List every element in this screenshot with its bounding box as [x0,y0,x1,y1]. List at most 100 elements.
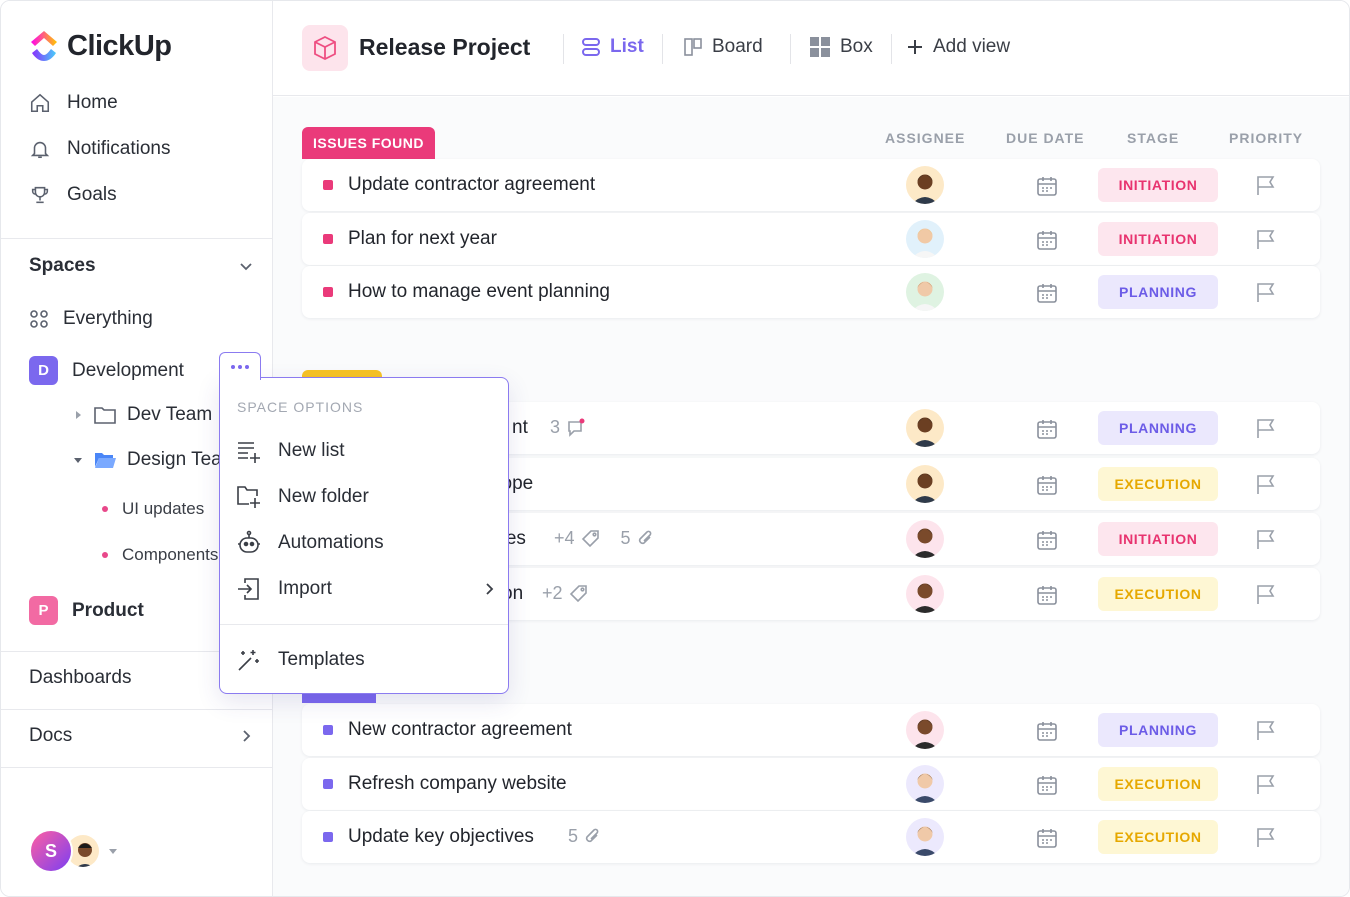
priority-flag-icon[interactable] [1255,228,1277,255]
calendar-icon[interactable] [1036,529,1058,556]
sidebar-divider [1,651,272,652]
sidebar-item-dashboards[interactable]: Dashboards [29,667,255,689]
assignee-avatar[interactable] [906,818,944,856]
stage-badge[interactable]: PLANNING [1098,275,1218,309]
stage-badge[interactable]: INITIATION [1098,522,1218,556]
stage-badge[interactable]: PLANNING [1098,411,1218,445]
development-badge: D [29,356,58,385]
folder-dev-team[interactable]: Dev Team [73,404,212,426]
tab-box[interactable]: Box [809,36,873,58]
menu-title: SPACE OPTIONS [237,399,364,415]
status-square[interactable] [323,725,333,735]
menu-item-automations[interactable]: Automations [236,530,496,556]
sidebar-item-docs[interactable]: Docs [29,725,255,747]
folder-icon [94,407,116,424]
caret-down-icon[interactable] [73,455,83,465]
priority-flag-icon[interactable] [1255,528,1277,555]
stage-badge[interactable]: INITIATION [1098,222,1218,256]
task-row[interactable]: New contractor agreement PLANNING [302,704,1320,756]
stage-badge[interactable]: EXECUTION [1098,767,1218,801]
task-name[interactable]: New contractor agreement [348,719,572,740]
stage-badge[interactable]: PLANNING [1098,713,1218,747]
assignee-avatar[interactable] [906,273,944,311]
task-row[interactable]: Update key objectives 5 EXECUTION [302,811,1320,863]
group-tag-issues-found[interactable]: ISSUES FOUND [302,127,436,159]
assignee-avatar[interactable] [906,465,944,503]
assignee-avatar[interactable] [906,409,944,447]
calendar-icon[interactable] [1036,774,1058,801]
task-name[interactable]: How to manage event planning [348,281,610,302]
task-name[interactable]: Update contractor agreement [348,174,596,195]
list-components[interactable]: Components [102,545,218,565]
calendar-icon[interactable] [1036,827,1058,854]
trophy-icon [31,186,49,204]
status-square[interactable] [323,287,333,297]
space-options-button[interactable] [219,352,261,380]
space-product[interactable]: P Product [29,596,144,625]
task-row[interactable]: How to manage event planning PLANNING [302,266,1320,318]
nav-goals[interactable]: Goals [29,184,117,206]
user-menu[interactable]: S [29,829,119,873]
task-row[interactable]: Update contractor agreement INITIATION [302,159,1320,211]
status-square[interactable] [323,832,333,842]
menu-item-new-list[interactable]: New list [236,438,496,464]
nav-home[interactable]: Home [29,92,118,114]
assignee-avatar[interactable] [906,166,944,204]
menu-item-new-folder[interactable]: New folder [236,484,496,510]
stage-badge[interactable]: INITIATION [1098,168,1218,202]
assignee-avatar[interactable] [906,220,944,258]
priority-flag-icon[interactable] [1255,473,1277,500]
priority-flag-icon[interactable] [1255,174,1277,201]
robot-icon [238,530,260,553]
calendar-icon[interactable] [1036,282,1058,309]
assignee-avatar[interactable] [906,575,944,613]
priority-flag-icon[interactable] [1255,417,1277,444]
task-name[interactable]: Plan for next year [348,228,497,249]
folder-design-team[interactable]: Design Team [73,449,238,471]
chevron-right-icon [486,583,494,595]
assignee-avatar[interactable] [906,711,944,749]
calendar-icon[interactable] [1036,418,1058,445]
priority-flag-icon[interactable] [1255,826,1277,853]
stage-badge[interactable]: EXECUTION [1098,467,1218,501]
grid-dots-icon [30,310,48,328]
everything-label: Everything [63,308,153,329]
status-square[interactable] [323,180,333,190]
calendar-icon[interactable] [1036,229,1058,256]
menu-item-import[interactable]: Import [236,576,496,602]
calendar-icon[interactable] [1036,584,1058,611]
priority-flag-icon[interactable] [1255,773,1277,800]
list-ui-updates[interactable]: UI updates [102,499,204,519]
add-view-button[interactable]: Add view [906,36,1010,58]
logo-text: ClickUp [67,29,172,62]
priority-flag-icon[interactable] [1255,719,1277,746]
task-name[interactable]: nt [512,417,528,438]
stage-badge[interactable]: EXECUTION [1098,577,1218,611]
tab-board[interactable]: Board [683,36,763,58]
calendar-icon[interactable] [1036,720,1058,747]
status-square[interactable] [323,234,333,244]
chevron-down-icon[interactable] [237,257,255,275]
spaces-header[interactable]: Spaces [29,255,255,277]
task-row[interactable]: Refresh company website EXECUTION [302,758,1320,810]
task-name[interactable]: Update key objectives [348,826,534,847]
tab-board-label: Board [712,36,763,57]
calendar-icon[interactable] [1036,175,1058,202]
priority-flag-icon[interactable] [1255,583,1277,610]
calendar-icon[interactable] [1036,474,1058,501]
clickup-logo[interactable]: ClickUp [29,29,172,63]
task-row[interactable]: Plan for next year INITIATION [302,213,1320,265]
assignee-avatar[interactable] [906,520,944,558]
space-development[interactable]: D Development [29,356,184,385]
task-name[interactable]: Refresh company website [348,773,567,794]
nav-notifications[interactable]: Notifications [29,138,171,160]
priority-flag-icon[interactable] [1255,281,1277,308]
menu-item-templates[interactable]: Templates [236,647,496,673]
assignee-avatar[interactable] [906,765,944,803]
tab-list[interactable]: List [581,36,644,58]
status-square[interactable] [323,779,333,789]
sidebar-item-everything[interactable]: Everything [29,308,153,330]
stage-badge[interactable]: EXECUTION [1098,820,1218,854]
design-team-label: Design Team [127,449,238,470]
caret-right-icon[interactable] [73,410,83,420]
